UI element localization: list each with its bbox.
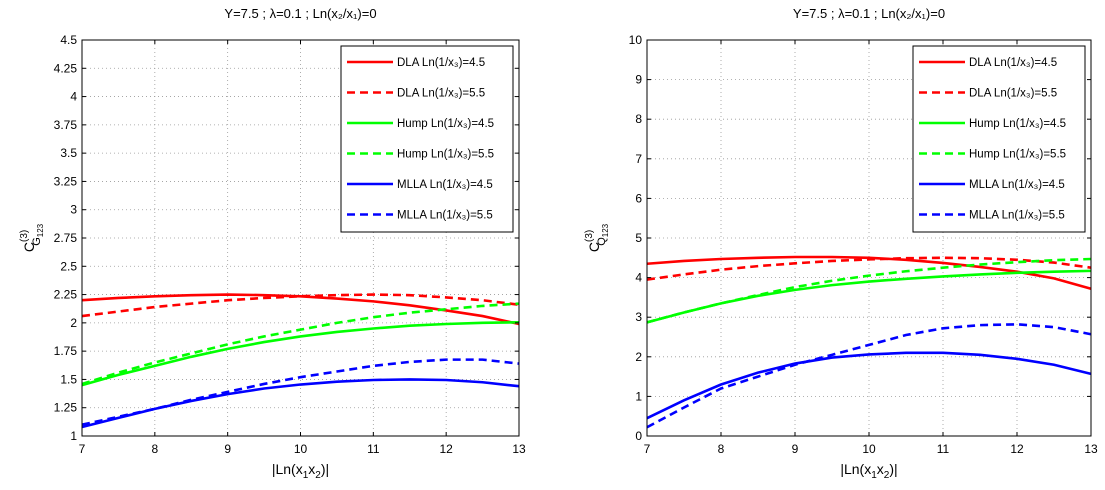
y-tick-label: 2.25 xyxy=(54,288,78,302)
legend-entry: DLA Ln(1/x₃)=5.5 xyxy=(969,88,1057,100)
legend-entry: DLA Ln(1/x₃)=4.5 xyxy=(969,57,1057,69)
legend-entry: MLLA Ln(1/x₃)=4.5 xyxy=(969,179,1065,191)
y-axis-label: C(3)G123 xyxy=(19,223,45,252)
y-axis-label: C(3)Q123 xyxy=(584,223,610,252)
legend-box xyxy=(912,45,1086,233)
series-line-2 xyxy=(81,320,520,387)
x-tick-label: 8 xyxy=(151,442,158,456)
y-tick-label: 4.5 xyxy=(60,33,77,47)
y-tick-label: 1.75 xyxy=(54,344,78,358)
x-tick-label: 7 xyxy=(644,442,651,456)
y-tick-label: 3.5 xyxy=(60,146,77,160)
x-axis-label: |Ln(x1x2)| xyxy=(272,461,329,481)
y-tick-label: 3 xyxy=(70,203,77,217)
y-tick-label: 5 xyxy=(635,231,642,245)
legend-entry: Hump Ln(1/x₃)=5.5 xyxy=(397,149,494,161)
x-axis-label: |Ln(x1x2)| xyxy=(840,461,897,481)
x-tick-label: 12 xyxy=(439,442,453,456)
series-line-2 xyxy=(646,269,1092,324)
y-tick-label: 8 xyxy=(635,112,642,126)
y-tick-label: 3 xyxy=(635,310,642,324)
y-tick-label: 4.25 xyxy=(54,61,78,75)
y-tick-label: 4 xyxy=(70,90,77,104)
y-tick-label: 3.75 xyxy=(54,118,78,132)
legend-entry: Hump Ln(1/x₃)=4.5 xyxy=(397,118,494,130)
y-tick-label: 10 xyxy=(629,33,643,47)
legend-box xyxy=(340,45,514,233)
x-tick-label: 11 xyxy=(937,442,950,456)
y-tick-label: 2 xyxy=(70,316,77,330)
legend-entry: Hump Ln(1/x₃)=4.5 xyxy=(969,118,1066,130)
x-tick-label: 9 xyxy=(792,442,799,456)
x-tick-label: 8 xyxy=(718,442,725,456)
legend: DLA Ln(1/x₃)=4.5 DLA Ln(1/x₃)=5.5 Hump Ln(… xyxy=(340,45,514,233)
y-tick-label: 2.5 xyxy=(60,259,77,273)
y-tick-label: 7 xyxy=(635,152,642,166)
x-tick-label: 9 xyxy=(224,442,231,456)
y-tick-label: 2 xyxy=(635,350,642,364)
y-tick-label: 1 xyxy=(70,429,77,443)
series-line-5 xyxy=(646,323,1092,429)
legend: DLA Ln(1/x₃)=4.5 DLA Ln(1/x₃)=5.5 Hump Ln(… xyxy=(912,45,1086,233)
x-tick-label: 13 xyxy=(512,442,526,456)
x-tick-label: 11 xyxy=(367,442,380,456)
y-tick-label: 1.5 xyxy=(60,372,77,386)
chart-title: Y=7.5 ; λ=0.1 ; Ln(x₂/x₁)=0 xyxy=(224,6,376,21)
y-tick-label: 1.25 xyxy=(54,401,78,415)
legend-entry: MLLA Ln(1/x₃)=4.5 xyxy=(397,179,493,191)
series-line-3 xyxy=(81,302,520,386)
x-tick-label: 10 xyxy=(862,442,876,456)
series-line-4 xyxy=(81,378,520,429)
y-tick-label: 3.25 xyxy=(54,174,78,188)
series-line-0 xyxy=(81,293,520,326)
y-tick-label: 0 xyxy=(635,429,642,443)
x-tick-label: 12 xyxy=(1010,442,1024,456)
x-tick-label: 10 xyxy=(294,442,308,456)
chart-title: Y=7.5 ; λ=0.1 ; Ln(x₂/x₁)=0 xyxy=(793,6,945,21)
legend-entry: DLA Ln(1/x₃)=5.5 xyxy=(397,88,485,100)
legend-entry: Hump Ln(1/x₃)=5.5 xyxy=(969,149,1066,161)
x-tick-label: 7 xyxy=(79,442,86,456)
y-tick-label: 6 xyxy=(635,191,642,205)
legend-entry: MLLA Ln(1/x₃)=5.5 xyxy=(969,210,1065,222)
chart-left: 7 8 9 10 11 12 13 1 1.25 1.5 1.75 2 2.25 2.5 2.75 3 3.25… xyxy=(19,6,526,481)
series-line-4 xyxy=(646,351,1092,420)
legend-entry: MLLA Ln(1/x₃)=5.5 xyxy=(397,210,493,222)
y-tick-label: 9 xyxy=(635,73,642,87)
y-tick-label: 2.75 xyxy=(54,231,78,245)
legend-entry: DLA Ln(1/x₃)=4.5 xyxy=(397,57,485,69)
series-line-1 xyxy=(81,293,520,318)
series-line-5 xyxy=(81,358,520,426)
series-line-1 xyxy=(646,256,1092,281)
y-tick-label: 4 xyxy=(635,271,642,285)
x-tick-label: 13 xyxy=(1084,442,1098,456)
series-line-3 xyxy=(646,257,1092,324)
y-tick-label: 1 xyxy=(635,389,642,403)
